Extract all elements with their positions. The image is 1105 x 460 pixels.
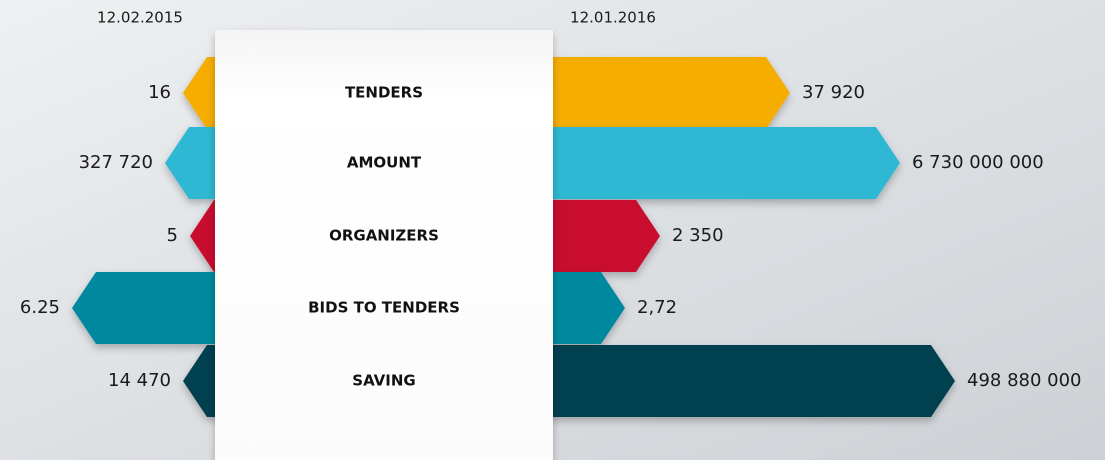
row-label: ORGANIZERS: [329, 227, 439, 245]
right-bar: [530, 345, 955, 417]
end-value: 6 730 000 000: [912, 152, 1044, 173]
center-card: [215, 30, 553, 460]
end-date: 12.01.2016: [570, 9, 656, 27]
start-value: 14 470: [108, 370, 171, 391]
row-label: AMOUNT: [347, 154, 422, 172]
row-label: BIDS TO TENDERS: [308, 299, 460, 317]
right-bar: [530, 57, 790, 129]
start-value: 6.25: [20, 297, 60, 318]
end-value: 2,72: [637, 297, 677, 318]
row-label: SAVING: [352, 372, 415, 390]
end-value: 498 880 000: [967, 370, 1082, 391]
end-value: 37 920: [802, 82, 865, 103]
right-bar: [530, 272, 625, 344]
start-value: 327 720: [79, 152, 153, 173]
start-value: 16: [148, 82, 171, 103]
row-label: TENDERS: [345, 84, 423, 102]
end-value: 2 350: [672, 225, 724, 246]
left-bar: [72, 272, 240, 344]
texts: 16 37 920 TENDERS 327 720 6 730 000 000 AMOUN…: [20, 82, 1082, 391]
start-date: 12.02.2015: [97, 9, 183, 27]
start-value: 5: [167, 225, 178, 246]
right-bar: [530, 200, 660, 272]
right-bar: [530, 127, 900, 199]
